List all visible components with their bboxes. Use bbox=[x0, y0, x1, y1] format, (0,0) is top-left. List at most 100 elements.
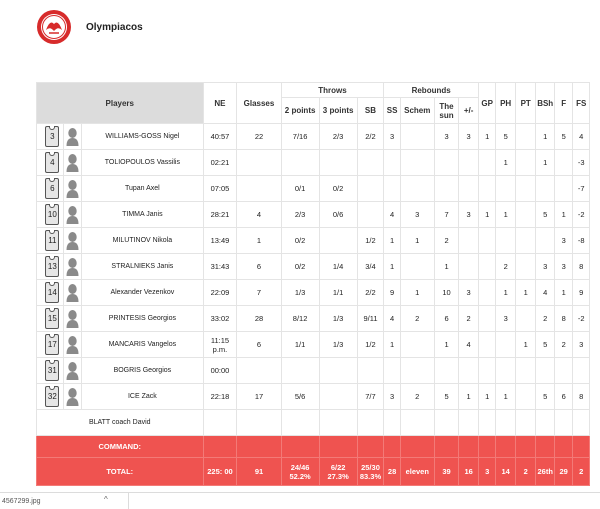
avatar-cell bbox=[62, 123, 83, 150]
jersey-number-icon: 11 bbox=[45, 230, 60, 251]
stat-ss: 1 bbox=[383, 227, 401, 254]
stat-sun bbox=[433, 175, 460, 202]
download-filename[interactable]: 4567299.jpg bbox=[2, 498, 41, 505]
player-name[interactable]: BOGRIS Georgios bbox=[81, 357, 204, 384]
player-avatar-icon bbox=[66, 206, 79, 224]
jersey-cell: 15 bbox=[36, 305, 64, 332]
jersey-number-icon: 3 bbox=[45, 126, 60, 147]
player-row: 13 STRALNIEKS Janis 31:43 6 0/2 1/4 3/4 1 1 2 3 3 8 bbox=[36, 253, 590, 280]
player-name[interactable]: WILLIAMS-GOSS Nigel bbox=[81, 123, 204, 150]
avatar-cell bbox=[62, 227, 83, 254]
stat-two bbox=[280, 149, 320, 176]
stat-pm: -2 bbox=[572, 305, 590, 332]
stat-ne: 33:02 bbox=[202, 305, 238, 332]
stat-two: 8/12 bbox=[280, 305, 320, 332]
avatar-cell bbox=[62, 305, 83, 332]
stat-pm: -8 bbox=[572, 227, 590, 254]
jersey-number-icon: 32 bbox=[45, 386, 60, 407]
player-row: 10 TIMMA Janis 28:21 4 2/3 0/6 4 3 7 3 1 1 5 1 -2 bbox=[36, 201, 590, 228]
stat-sb: 7/7 bbox=[356, 383, 385, 410]
stat-sb: 2/2 bbox=[356, 123, 385, 150]
stat-fs: 2 bbox=[553, 331, 574, 358]
header-glasses: Glasses bbox=[236, 82, 282, 124]
stat-bsh bbox=[514, 149, 537, 176]
stat-three bbox=[318, 357, 358, 384]
player-name[interactable]: TOLIOPOULOS Vassilis bbox=[81, 149, 204, 176]
stat-ph bbox=[477, 331, 497, 358]
stat-two: 7/16 bbox=[280, 123, 320, 150]
stat-two: 1/1 bbox=[280, 331, 320, 358]
avatar-cell bbox=[62, 357, 83, 384]
player-name[interactable]: MANCARIS Vangelos bbox=[81, 331, 204, 358]
stat-ph: 1 bbox=[477, 123, 497, 150]
stat-three bbox=[318, 149, 358, 176]
player-avatar-icon bbox=[66, 310, 79, 328]
stat-schem: 2 bbox=[399, 305, 435, 332]
total-f: 26th bbox=[535, 457, 555, 486]
player-name[interactable]: ICE Zack bbox=[81, 383, 204, 410]
player-name[interactable]: Tupan Axel bbox=[81, 175, 204, 202]
stat-ss: 3 bbox=[383, 123, 401, 150]
stat-ss: 4 bbox=[383, 305, 401, 332]
stat-schem: 3 bbox=[399, 201, 435, 228]
player-row: 15 PRINTESIS Georgios 33:02 28 8/12 1/3 9/11 4 2… bbox=[36, 305, 590, 332]
stat-gp: 3 bbox=[458, 279, 479, 306]
player-name[interactable]: MILUTINOV Nikola bbox=[81, 227, 204, 254]
avatar-cell bbox=[62, 279, 83, 306]
stat-f bbox=[535, 227, 555, 254]
stat-gp bbox=[458, 253, 479, 280]
jersey-cell: 13 bbox=[36, 253, 64, 280]
stat-schem bbox=[399, 149, 435, 176]
jersey-number-icon: 6 bbox=[45, 178, 60, 199]
stat-pm: 4 bbox=[572, 123, 590, 150]
jersey-cell: 14 bbox=[36, 279, 64, 306]
command-row: COMMAND: bbox=[36, 435, 590, 458]
stat-pm: -7 bbox=[572, 175, 590, 202]
stat-three: 1/3 bbox=[318, 305, 358, 332]
chevron-up-icon[interactable]: ^ bbox=[104, 495, 108, 504]
header-ne: NE bbox=[202, 82, 238, 124]
stat-bsh: 1 bbox=[514, 331, 537, 358]
player-name[interactable]: Alexander Vezenkov bbox=[81, 279, 204, 306]
stat-sb: 2/2 bbox=[356, 279, 385, 306]
player-avatar-icon bbox=[66, 154, 79, 172]
stat-ss: 4 bbox=[383, 201, 401, 228]
stat-fs: 3 bbox=[553, 253, 574, 280]
stat-schem bbox=[399, 253, 435, 280]
team-header: Olympiacos bbox=[36, 8, 143, 46]
stat-ss: 1 bbox=[383, 331, 401, 358]
total-bsh: 2 bbox=[514, 457, 537, 486]
player-name[interactable]: PRINTESIS Georgios bbox=[81, 305, 204, 332]
stat-sun: 1 bbox=[433, 253, 460, 280]
total-plus-minus: 2 bbox=[572, 457, 590, 486]
player-name[interactable]: STRALNIEKS Janis bbox=[81, 253, 204, 280]
stat-bsh bbox=[514, 175, 537, 202]
player-name[interactable]: TIMMA Janis bbox=[81, 201, 204, 228]
stat-ph: 1 bbox=[477, 383, 497, 410]
stat-three: 1/1 bbox=[318, 279, 358, 306]
stat-glasses: 1 bbox=[236, 227, 282, 254]
stat-ne: 31:43 bbox=[202, 253, 238, 280]
stat-sb: 9/11 bbox=[356, 305, 385, 332]
stat-fs: 5 bbox=[553, 123, 574, 150]
header-bsh: BSh bbox=[535, 82, 555, 124]
stat-fs: 3 bbox=[553, 227, 574, 254]
stat-sun: 6 bbox=[433, 305, 460, 332]
player-row: 11 MILUTINOV Nikola 13:49 1 0/2 1/2 1 1 2 3 -8 bbox=[36, 227, 590, 254]
jersey-cell: 4 bbox=[36, 149, 64, 176]
stat-glasses: 22 bbox=[236, 123, 282, 150]
stat-bsh bbox=[514, 227, 537, 254]
stat-pt bbox=[495, 357, 516, 384]
stat-glasses: 17 bbox=[236, 383, 282, 410]
jersey-number-icon: 10 bbox=[45, 204, 60, 225]
stat-ss bbox=[383, 175, 401, 202]
jersey-number-icon: 17 bbox=[45, 334, 60, 355]
player-row: 4 TOLIOPOULOS Vassilis 02:21 1 1 -3 bbox=[36, 149, 590, 176]
total-two-pct: 52.2% bbox=[289, 471, 311, 481]
jersey-cell: 32 bbox=[36, 383, 64, 410]
stat-glasses: 7 bbox=[236, 279, 282, 306]
stat-fs bbox=[553, 357, 574, 384]
stat-ss bbox=[383, 149, 401, 176]
stat-gp bbox=[458, 149, 479, 176]
stat-three: 0/6 bbox=[318, 201, 358, 228]
